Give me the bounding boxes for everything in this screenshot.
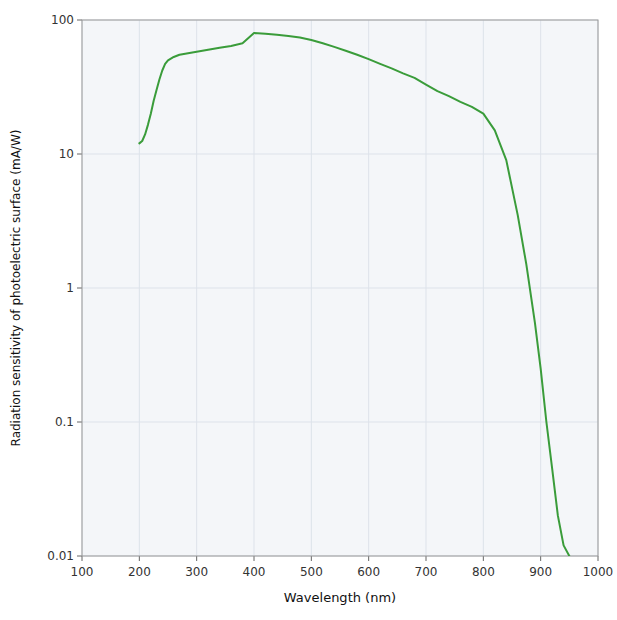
tick-label: 200 [128,565,151,579]
plot-frame [82,20,598,556]
tick-label: 0.1 [55,415,74,429]
plot-background [82,20,598,556]
tick-label: 800 [472,565,495,579]
tick-label: 1000 [583,565,614,579]
x-axis-label: Wavelength (nm) [284,590,396,605]
tick-label: 1 [66,281,74,295]
tick-mark [77,154,82,155]
tick-mark [254,556,255,561]
grid-line [82,288,598,289]
tick-mark [196,556,197,561]
data-line [139,33,569,556]
tick-label: 10 [59,147,74,161]
tick-label: 100 [71,565,94,579]
y-axis-label: Radiation sensitivity of photoelectric s… [9,130,23,447]
tick-label: 600 [357,565,380,579]
axes: 100 200 300 400 500 600 700 800 900 1000 0.01 0.1 1 1… [47,13,613,579]
tick-mark [77,20,82,21]
tick-mark [311,556,312,561]
tick-label: 100 [51,13,74,27]
tick-mark [82,556,83,561]
tick-mark [426,556,427,561]
tick-mark [77,556,82,557]
tick-label: 400 [243,565,266,579]
tick-mark [368,556,369,561]
tick-label: 300 [185,565,208,579]
tick-mark [77,288,82,289]
chart: 100 200 300 400 500 600 700 800 900 1000 0.01 0.1 1 1… [0,0,617,620]
tick-mark [77,422,82,423]
tick-mark [598,556,599,561]
grid-line [82,154,598,155]
grid-line [82,422,598,423]
data [139,33,569,556]
tick-label: 900 [529,565,552,579]
tick-label: 700 [415,565,438,579]
tick-mark [139,556,140,561]
tick-mark [483,556,484,561]
tick-mark [540,556,541,561]
tick-label: 500 [300,565,323,579]
tick-label: 0.01 [47,549,74,563]
grid [82,20,598,556]
